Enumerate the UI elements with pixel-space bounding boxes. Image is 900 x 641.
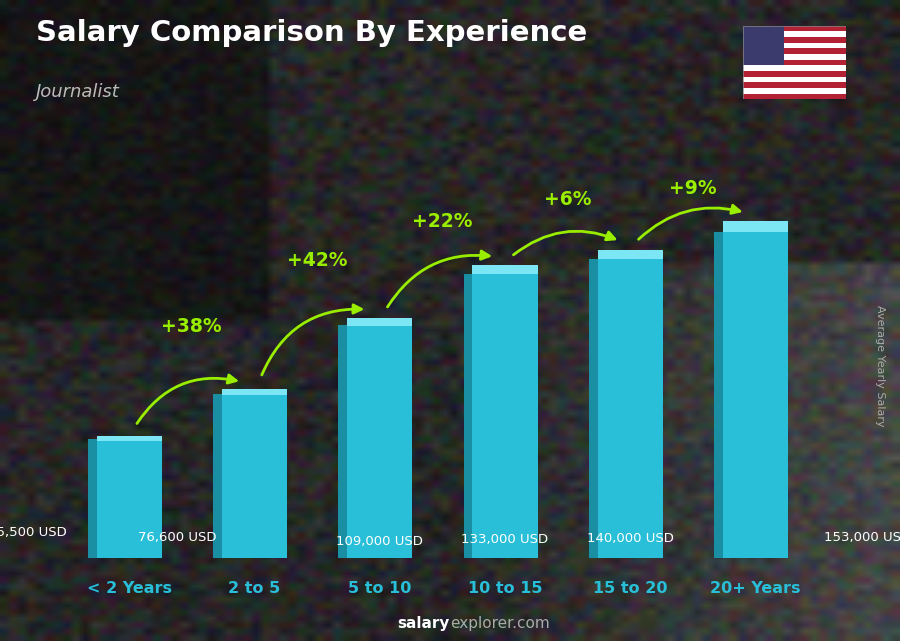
Bar	[723, 221, 788, 558]
Bar	[222, 389, 287, 395]
Text: 153,000 USD: 153,000 USD	[824, 531, 900, 544]
Bar	[88, 439, 96, 558]
Text: Salary Comparison By Experience: Salary Comparison By Experience	[36, 19, 587, 47]
Text: +38%: +38%	[161, 317, 222, 337]
Text: salary: salary	[398, 617, 450, 631]
Bar	[213, 394, 222, 558]
Bar	[589, 259, 598, 558]
Bar	[742, 88, 846, 94]
Text: 109,000 USD: 109,000 USD	[337, 535, 423, 548]
Bar	[347, 318, 412, 326]
Text: 5 to 10: 5 to 10	[348, 581, 411, 595]
Text: < 2 Years: < 2 Years	[86, 581, 172, 595]
Text: Journalist: Journalist	[36, 83, 120, 101]
Bar	[742, 26, 846, 31]
Bar	[222, 389, 287, 558]
Text: +22%: +22%	[412, 212, 472, 231]
Text: +42%: +42%	[287, 251, 347, 271]
Bar	[742, 31, 846, 37]
Bar	[723, 221, 788, 231]
Text: 2 to 5: 2 to 5	[229, 581, 281, 595]
Bar	[742, 48, 846, 54]
Bar	[472, 265, 537, 558]
Bar	[472, 265, 537, 274]
Bar	[598, 250, 663, 558]
Bar	[742, 65, 846, 71]
Bar	[347, 318, 412, 558]
Bar	[742, 94, 846, 99]
Bar	[598, 250, 663, 260]
Text: +6%: +6%	[544, 190, 591, 209]
Text: 10 to 15: 10 to 15	[468, 581, 543, 595]
Bar	[742, 71, 846, 77]
Text: explorer.com: explorer.com	[450, 617, 550, 631]
Bar	[742, 37, 846, 43]
Bar	[338, 325, 347, 558]
Bar	[742, 26, 784, 65]
Bar	[96, 436, 162, 440]
Text: +9%: +9%	[669, 179, 716, 198]
Bar	[715, 231, 723, 558]
Bar	[96, 436, 162, 558]
Text: 76,600 USD: 76,600 USD	[139, 531, 217, 544]
Text: 133,000 USD: 133,000 USD	[462, 533, 549, 546]
Bar	[464, 274, 472, 558]
Text: 20+ Years: 20+ Years	[710, 581, 801, 595]
Bar	[742, 77, 846, 82]
Text: 140,000 USD: 140,000 USD	[587, 533, 674, 545]
Bar	[742, 43, 846, 48]
Text: 15 to 20: 15 to 20	[593, 581, 668, 595]
Text: 55,500 USD: 55,500 USD	[0, 526, 67, 539]
Text: Average Yearly Salary: Average Yearly Salary	[875, 304, 886, 426]
Bar	[742, 60, 846, 65]
Bar	[742, 82, 846, 88]
Bar	[742, 54, 846, 60]
